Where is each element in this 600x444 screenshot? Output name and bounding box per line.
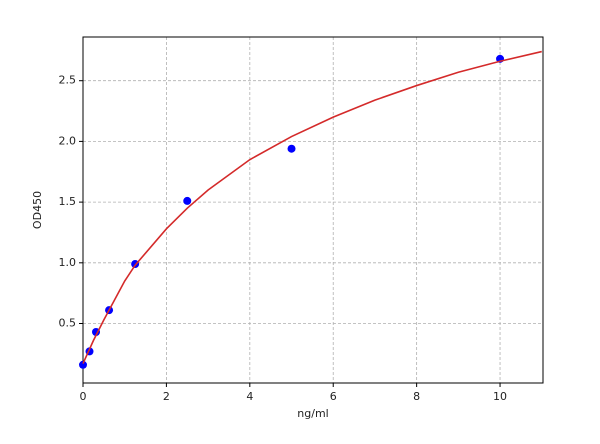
y-tick-label: 2.0: [59, 134, 77, 147]
x-tick-label: 10: [493, 390, 507, 403]
x-tick-label: 4: [246, 390, 253, 403]
x-tick-label: 2: [163, 390, 170, 403]
data-point: [79, 360, 87, 369]
fit-curve: [82, 50, 542, 364]
y-tick-label: 1.0: [59, 256, 77, 269]
data-point: [183, 196, 192, 205]
x-tick-label: 6: [330, 390, 337, 403]
plot-frame: [82, 36, 544, 384]
y-axis-label: OD450: [31, 191, 44, 229]
x-tick-label: 0: [80, 390, 87, 403]
y-tick-label: 1.5: [59, 195, 77, 208]
x-axis-label: ng/ml: [297, 407, 328, 420]
data-point: [287, 144, 296, 153]
y-tick-label: 2.5: [59, 74, 77, 87]
y-tick-label: 0.5: [59, 317, 77, 330]
x-tick-label: 8: [413, 390, 420, 403]
